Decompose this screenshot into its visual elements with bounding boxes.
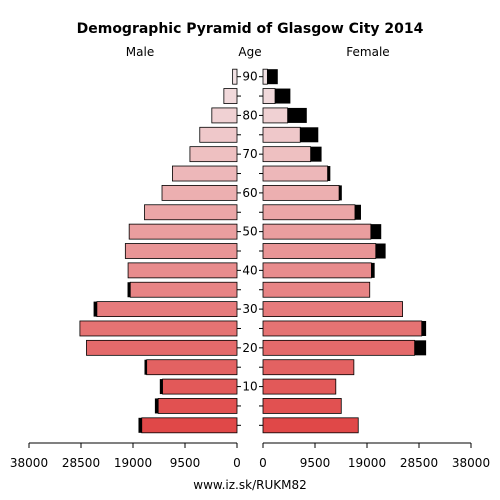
age-tick-label: 60 <box>242 186 257 200</box>
male-bar-75-79 <box>199 126 238 143</box>
female-bar-65-69 <box>262 165 328 182</box>
female-excess-55-59 <box>354 204 361 220</box>
female-bar-90+ <box>262 68 268 85</box>
male-excess-30-34 <box>93 301 97 317</box>
chart-title: Demographic Pyramid of Glasgow City 2014 <box>77 21 424 37</box>
female-excess-70-74 <box>310 146 322 162</box>
male-excess-10-14 <box>159 379 163 395</box>
female-bar-35-39 <box>262 281 371 298</box>
female-excess-45-49 <box>375 243 386 259</box>
female-bar-0-4 <box>262 417 359 434</box>
female-bar-30-34 <box>262 301 403 318</box>
female-bar-55-59 <box>262 204 356 221</box>
x-tick-label-right: 0 <box>259 456 267 470</box>
male-bar-15-19 <box>146 359 238 376</box>
male-excess-15-19 <box>144 359 147 375</box>
female-label: Female <box>346 45 389 59</box>
male-bar-80-84 <box>211 107 238 124</box>
female-bar-40-44 <box>262 262 372 279</box>
male-bar-20-24 <box>86 339 238 356</box>
female-excess-80-84 <box>287 107 307 123</box>
female-bar-10-14 <box>262 378 337 395</box>
x-tick-label-left: 9500 <box>170 456 201 470</box>
female-bar-25-29 <box>262 320 423 337</box>
male-excess-5-9 <box>154 398 159 414</box>
female-bar-50-54 <box>262 223 372 240</box>
age-tick-label: 30 <box>242 302 257 316</box>
x-axis-ticks: 38000 28500 19000 9500 0 0 9500 19000 28500 38000 <box>10 443 490 470</box>
male-bar-25-29 <box>79 320 238 337</box>
age-tick-label: 40 <box>242 263 257 277</box>
female-bar-5-9 <box>262 398 342 414</box>
age-tick-label: 80 <box>242 108 257 122</box>
age-tick-label: 70 <box>242 147 257 161</box>
male-bar-5-9 <box>157 398 238 414</box>
x-tick-label-left: 19000 <box>114 456 152 470</box>
male-bar-10-14 <box>162 378 238 395</box>
x-tick-label-left: 28500 <box>62 456 100 470</box>
age-label: Age <box>238 45 261 59</box>
male-excess-0-4 <box>138 417 142 433</box>
male-bar-55-59 <box>144 204 238 221</box>
age-ticks: 10 20 30 40 50 60 70 80 90 <box>237 70 263 426</box>
x-tick-label-right: 19000 <box>348 456 386 470</box>
x-tick-label-right: 9500 <box>300 456 331 470</box>
male-bar-0-4 <box>141 417 238 434</box>
male-excess-35-39 <box>127 282 131 298</box>
source-label: www.iz.sk/RUKM82 <box>193 478 306 492</box>
female-bar-45-49 <box>262 243 377 259</box>
female-excess-65-69 <box>327 166 331 182</box>
male-bar-45-49 <box>124 243 238 259</box>
bars-group <box>79 68 427 434</box>
male-label: Male <box>126 45 154 59</box>
male-bar-35-39 <box>129 281 238 298</box>
x-tick-label-left: 0 <box>233 456 241 470</box>
age-tick-label: 20 <box>242 341 257 355</box>
female-excess-20-24 <box>414 340 427 356</box>
male-bar-65-69 <box>172 165 238 182</box>
female-bar-85-89 <box>262 88 276 104</box>
x-tick-label-right: 38000 <box>452 456 490 470</box>
female-excess-75-79 <box>300 127 319 143</box>
female-bar-15-19 <box>262 359 355 376</box>
female-bar-70-74 <box>262 146 312 163</box>
x-tick-label-right: 28500 <box>400 456 438 470</box>
female-excess-60-64 <box>339 185 342 201</box>
age-tick-label: 10 <box>242 380 257 394</box>
age-tick-label: 90 <box>242 70 257 84</box>
female-excess-50-54 <box>370 224 382 240</box>
male-bar-70-74 <box>189 146 238 163</box>
female-bar-60-64 <box>262 184 340 201</box>
female-excess-90+ <box>267 69 278 85</box>
female-bar-80-84 <box>262 107 289 124</box>
male-bar-60-64 <box>161 184 238 201</box>
age-tick-label: 50 <box>242 225 257 239</box>
female-bar-20-24 <box>262 339 416 356</box>
male-bar-85-89 <box>223 88 238 104</box>
female-bar-75-79 <box>262 126 301 143</box>
x-tick-label-left: 38000 <box>10 456 48 470</box>
male-bar-50-54 <box>128 223 238 240</box>
male-bar-40-44 <box>127 262 238 279</box>
female-excess-25-29 <box>421 320 427 336</box>
male-bar-30-34 <box>96 301 238 318</box>
female-excess-85-89 <box>275 88 291 104</box>
male-bar-90+ <box>232 68 238 85</box>
female-excess-40-44 <box>371 262 375 278</box>
